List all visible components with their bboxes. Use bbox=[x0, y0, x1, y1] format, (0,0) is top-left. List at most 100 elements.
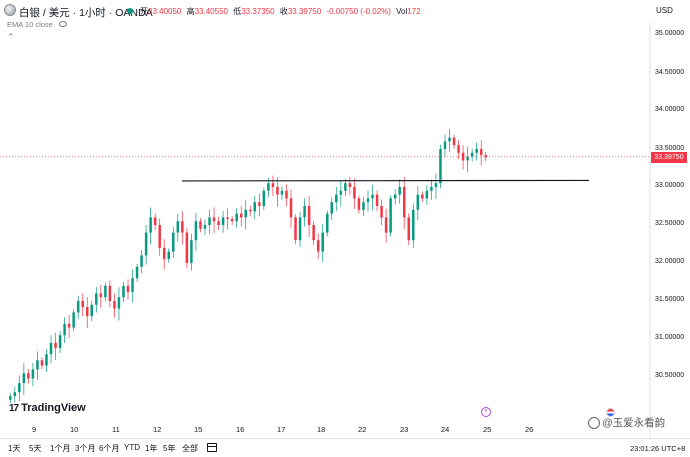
timeframe-1d-button[interactable]: 1天 bbox=[8, 444, 21, 453]
candle-body bbox=[366, 198, 370, 203]
candle-body bbox=[339, 190, 343, 195]
weibo-icon bbox=[588, 417, 600, 430]
candle-body bbox=[398, 187, 401, 195]
candle-body bbox=[335, 194, 338, 203]
timeframe-5d-button[interactable]: 5天 bbox=[29, 444, 42, 453]
candle-body bbox=[90, 304, 94, 317]
clock-readout[interactable]: 23:01:26 UTC+8 bbox=[630, 444, 686, 453]
candle-body bbox=[430, 187, 433, 191]
chart-header: 白银 / 美元 · 1小时 · OANDA 开33.40050 高33.4055… bbox=[0, 0, 690, 22]
tradingview-logo[interactable]: 17 TradingView bbox=[9, 402, 86, 414]
candle-body bbox=[443, 141, 447, 149]
candle-body bbox=[95, 293, 98, 305]
candle-body bbox=[45, 354, 48, 366]
candle-body bbox=[384, 217, 388, 233]
timeframe-3m-button[interactable]: 3个月 bbox=[75, 444, 96, 453]
candle-body bbox=[212, 217, 216, 222]
candle-body bbox=[149, 217, 152, 233]
timeframe-ytd-button[interactable]: YTD bbox=[124, 443, 140, 452]
candle-body bbox=[258, 202, 261, 206]
candle-body bbox=[126, 285, 130, 292]
candle-body bbox=[176, 221, 180, 233]
candle-body bbox=[276, 187, 279, 195]
candle-body bbox=[190, 240, 193, 263]
candle-body bbox=[113, 301, 116, 309]
candle-body bbox=[117, 297, 121, 309]
high-label: 高 bbox=[186, 7, 195, 16]
currency-label[interactable]: USD bbox=[656, 6, 673, 15]
candle-body bbox=[203, 225, 207, 229]
candle-body bbox=[49, 342, 53, 355]
candle-body bbox=[36, 360, 39, 370]
candle-body bbox=[357, 198, 361, 210]
candle-body bbox=[27, 373, 30, 379]
chevron-up-icon[interactable]: ⌃ bbox=[7, 32, 15, 42]
candle-body bbox=[199, 221, 202, 229]
candle-body bbox=[181, 221, 184, 233]
candle-body bbox=[448, 137, 451, 142]
close-label: 收 bbox=[279, 7, 288, 16]
candle-body bbox=[221, 217, 225, 225]
tradingview-logo-text: TradingView bbox=[21, 402, 86, 414]
candle-body bbox=[194, 221, 198, 241]
candle-body bbox=[412, 209, 415, 241]
candle-body bbox=[208, 217, 211, 225]
candle-body bbox=[294, 217, 297, 241]
candle-body bbox=[81, 301, 84, 308]
timeframe-1m-button[interactable]: 1个月 bbox=[50, 444, 71, 453]
timeframe-6m-button[interactable]: 6个月 bbox=[99, 444, 120, 453]
eye-icon[interactable] bbox=[58, 21, 67, 28]
timeframe-1y-button[interactable]: 1年 bbox=[145, 444, 158, 453]
open-value: 33.40050 bbox=[148, 7, 182, 16]
candle-body bbox=[285, 190, 288, 199]
candle-body bbox=[457, 145, 460, 153]
symbol-title[interactable]: 白银 / 美元 · 1小时 · OANDA bbox=[19, 7, 153, 19]
candle-body bbox=[122, 285, 125, 298]
candle-body bbox=[153, 217, 157, 225]
low-label: 低 bbox=[233, 7, 242, 16]
lightning-icon[interactable]: ⚡ bbox=[481, 407, 491, 417]
candle-body bbox=[307, 206, 311, 225]
volume-value: 172 bbox=[407, 7, 421, 16]
candle-body bbox=[104, 285, 107, 298]
candle-body bbox=[466, 156, 469, 161]
us-flag-icon bbox=[606, 408, 615, 417]
watermark-text: @玉爱永看韵 bbox=[602, 417, 666, 429]
candle-body bbox=[330, 202, 334, 214]
ohlc-legend: 开33.40050 高33.40550 低33.37350 收33.39750 … bbox=[140, 6, 421, 17]
open-label: 开 bbox=[140, 7, 148, 16]
indicator-legend[interactable]: EMA 10 close bbox=[7, 20, 67, 29]
candle-body bbox=[321, 232, 324, 252]
candle-body bbox=[235, 213, 238, 222]
candle-body bbox=[99, 293, 103, 298]
candle-body bbox=[244, 209, 247, 218]
candle-body bbox=[172, 232, 175, 252]
candle-body bbox=[22, 373, 26, 384]
candle-body bbox=[416, 194, 420, 210]
candle-body bbox=[434, 183, 438, 187]
timeframe-all-button[interactable]: 全部 bbox=[182, 444, 198, 453]
candle-body bbox=[253, 202, 257, 212]
candle-body bbox=[63, 323, 66, 336]
candle-body bbox=[479, 149, 483, 156]
candle-body bbox=[267, 183, 270, 191]
calendar-icon[interactable] bbox=[207, 443, 217, 452]
volume-label: Vol bbox=[396, 7, 408, 16]
close-value: 33.39750 bbox=[287, 7, 322, 16]
candle-body bbox=[484, 155, 487, 158]
high-value: 33.40550 bbox=[194, 7, 228, 16]
candle-body bbox=[421, 194, 424, 199]
candle-body bbox=[9, 396, 12, 400]
candle-body bbox=[452, 137, 456, 146]
candle-body bbox=[18, 383, 21, 393]
candle-body bbox=[475, 149, 478, 153]
candle-body bbox=[162, 247, 166, 260]
candles-group bbox=[9, 128, 487, 404]
candle-body bbox=[316, 240, 320, 252]
change-value: -0.00750 (-0.02%) bbox=[326, 7, 391, 16]
candle-body bbox=[326, 213, 329, 233]
timeframe-5y-button[interactable]: 5年 bbox=[163, 444, 176, 453]
candle-body bbox=[425, 190, 429, 199]
candle-body bbox=[380, 206, 383, 218]
